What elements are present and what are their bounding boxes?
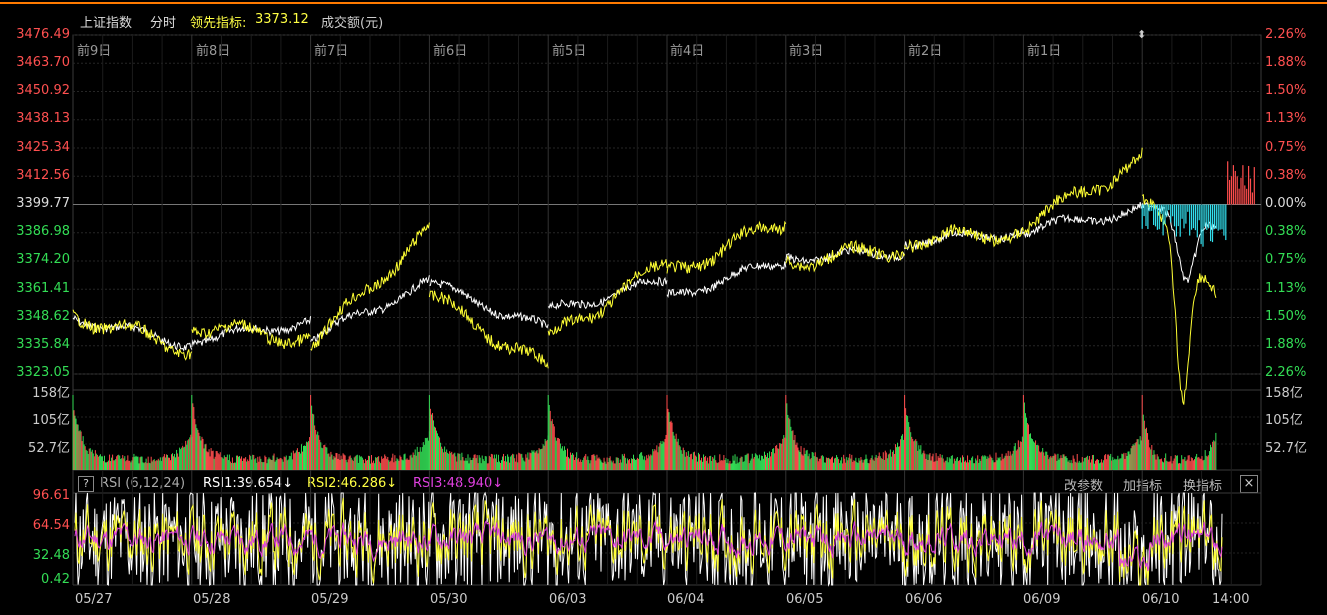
price-tick: 3374.20 (16, 252, 70, 267)
percent-tick: 2.26% (1265, 365, 1307, 380)
scroll-handle-icon[interactable]: ⬍ (1137, 28, 1147, 41)
leading-indicator-value: 3373.12 (255, 12, 309, 27)
percent-tick: 0.75% (1265, 140, 1307, 155)
edit-params-button[interactable]: 改参数 (1064, 479, 1104, 494)
day-label: 前4日 (670, 44, 705, 59)
index-price-line (1022, 202, 1143, 239)
rsi2-line (74, 497, 1223, 586)
price-tick: 3399.77 (16, 196, 70, 211)
price-tick: 3386.98 (16, 224, 70, 239)
volume-tick-right: 105亿 (1265, 413, 1303, 428)
date-label: 05/30 (430, 592, 468, 607)
date-label: 06/06 (905, 592, 943, 607)
rsi1-value: RSI1:39.654↓ (203, 476, 294, 491)
percent-tick: 0.75% (1265, 252, 1307, 267)
leading-indicator-line (666, 220, 787, 274)
date-label: 06/04 (667, 592, 705, 607)
index-price-line (429, 278, 549, 329)
volume-tick-right: 52.7亿 (1265, 441, 1307, 456)
percent-tick: 2.26% (1265, 27, 1307, 42)
switch-indicator-button[interactable]: 换指标 (1183, 479, 1223, 494)
rsi-title: RSI (6,12,24) (100, 476, 186, 491)
percent-tick: 0.38% (1265, 224, 1307, 239)
rsi-tick: 0.42 (41, 572, 70, 587)
price-tick: 3425.34 (16, 140, 70, 155)
rsi2-value: RSI2:46.286↓ (307, 476, 398, 491)
percent-tick: 0.38% (1265, 168, 1307, 183)
leading-indicator-line (904, 224, 1024, 253)
day-label: 前3日 (789, 44, 824, 59)
date-label: 05/29 (311, 592, 349, 607)
percent-tick: 1.88% (1265, 55, 1307, 70)
day-label: 前7日 (314, 44, 349, 59)
rsi-tick: 96.61 (32, 488, 70, 503)
leading-indicator-line (785, 239, 906, 273)
rsi-tick: 32.48 (32, 548, 70, 563)
rsi3-line (74, 519, 1223, 572)
leading-indicator-line (191, 318, 311, 350)
percent-tick: 0.00% (1265, 196, 1307, 211)
volume-label: 成交额(元) (321, 16, 384, 31)
day-label: 前2日 (908, 44, 943, 59)
date-label: 06/10 (1142, 592, 1180, 607)
volume-tick-right: 158亿 (1265, 386, 1303, 401)
percent-tick: 1.88% (1265, 337, 1307, 352)
index-price-line (666, 261, 787, 299)
date-label: 06/09 (1023, 592, 1061, 607)
rsi3-value: RSI3:48.940↓ (413, 476, 504, 491)
index-name: 上证指数 (80, 16, 133, 31)
price-tick: 3361.41 (16, 281, 70, 296)
leading-indicator-line (1141, 194, 1217, 405)
leading-indicator-line (310, 222, 430, 351)
price-tick: 3476.49 (16, 27, 70, 42)
leading-indicator-label: 领先指标: (190, 16, 247, 31)
price-tick: 3323.05 (16, 365, 70, 380)
leading-indicator-line (547, 259, 668, 336)
volume-tick-left: 105亿 (32, 413, 70, 428)
date-label: 05/27 (75, 592, 113, 607)
index-price-line (310, 275, 430, 342)
leading-indicator-line (428, 290, 549, 369)
date-label: 06/03 (549, 592, 587, 607)
price-tick: 3348.62 (16, 309, 70, 324)
leading-indicator-line (72, 309, 193, 361)
time-label: 14:00 (1212, 592, 1250, 607)
percent-tick: 1.50% (1265, 309, 1307, 324)
index-price-line (547, 276, 668, 311)
price-tick: 3450.92 (16, 83, 70, 98)
leading-indicator-line (1023, 147, 1143, 235)
percent-tick: 1.13% (1265, 111, 1307, 126)
date-label: 06/05 (786, 592, 824, 607)
volume-tick-left: 158亿 (32, 386, 70, 401)
price-tick: 3412.56 (16, 168, 70, 183)
rsi-tick: 64.54 (32, 518, 70, 533)
date-label: 05/28 (193, 592, 231, 607)
mode-tab-intraday[interactable]: 分时 (150, 16, 177, 31)
percent-tick: 1.13% (1265, 281, 1307, 296)
index-price-line (785, 245, 906, 266)
price-tick: 3438.13 (16, 111, 70, 126)
price-tick: 3335.84 (16, 337, 70, 352)
percent-tick: 1.50% (1265, 83, 1307, 98)
volume-tick-left: 52.7亿 (28, 441, 70, 456)
price-tick: 3463.70 (16, 55, 70, 70)
rsi-help-button[interactable]: ? (78, 476, 94, 492)
